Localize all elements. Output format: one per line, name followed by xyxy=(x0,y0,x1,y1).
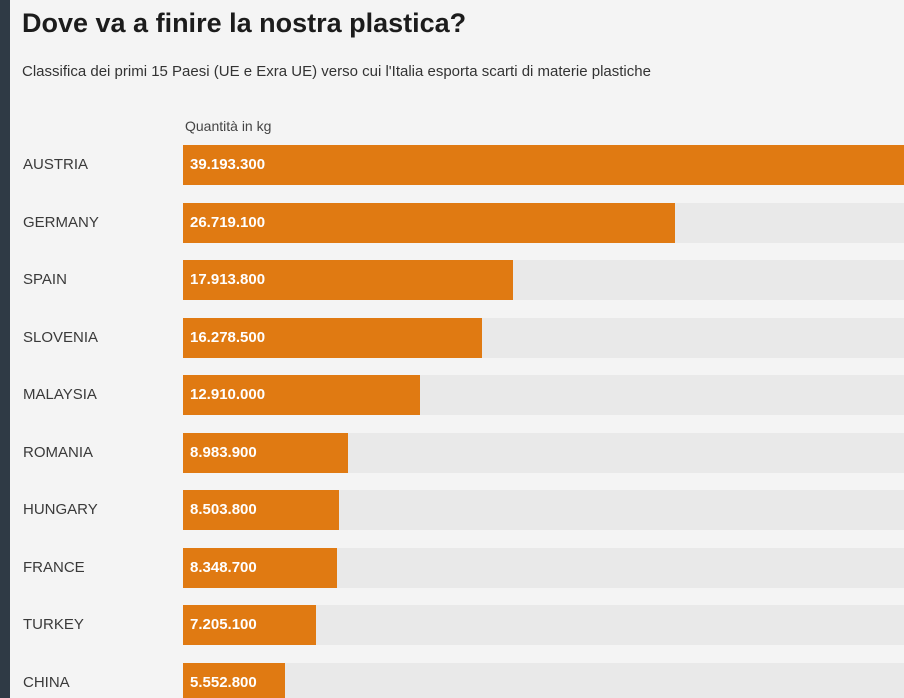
value-label: 8.348.700 xyxy=(190,558,257,576)
bar-row: HUNGARY 8.503.800 xyxy=(10,490,904,530)
category-label: SLOVENIA xyxy=(23,328,99,346)
bar-row: ROMANIA 8.983.900 xyxy=(10,432,904,473)
bar xyxy=(183,662,285,698)
bar-track xyxy=(183,490,904,530)
bar-row: SLOVENIA 16.278.500 xyxy=(10,317,904,358)
bar-track xyxy=(183,375,904,415)
category-label: ROMANIA xyxy=(23,443,94,461)
bar xyxy=(183,490,339,530)
bar-row: FRANCE 8.348.700 xyxy=(10,547,904,588)
bar-row: TURKEY 7.205.100 xyxy=(10,605,904,645)
bar xyxy=(183,202,675,243)
unit-label: Quantità in kg xyxy=(185,118,272,134)
bar xyxy=(183,432,348,473)
value-label: 5.552.800 xyxy=(190,673,257,691)
category-label: CHINA xyxy=(23,673,70,691)
bar-track xyxy=(183,432,904,473)
bar xyxy=(183,317,482,358)
value-label: 39.193.300 xyxy=(190,156,266,173)
bar xyxy=(183,260,513,300)
bar xyxy=(183,145,904,185)
chart-subtitle: Classifica dei primi 15 Paesi (UE e Exra… xyxy=(22,63,651,80)
bar-track xyxy=(183,605,904,645)
bar-row: SPAIN 17.913.800 xyxy=(10,260,904,300)
bar-track xyxy=(183,317,904,358)
bar xyxy=(183,375,420,415)
value-label: 17.913.800 xyxy=(190,271,266,288)
category-label: FRANCE xyxy=(23,558,85,576)
chart-title: Dove va a finire la nostra plastica? xyxy=(22,8,467,38)
bar-row: CHINA 5.552.800 xyxy=(10,662,904,698)
category-label: MALAYSIA xyxy=(23,386,97,403)
bar-row: MALAYSIA 12.910.000 xyxy=(10,375,904,415)
bar xyxy=(183,547,337,588)
category-label: HUNGARY xyxy=(23,501,98,518)
bar-track xyxy=(183,202,904,243)
value-label: 7.205.100 xyxy=(190,616,257,633)
chart-panel: Dove va a finire la nostra plastica? Cla… xyxy=(10,0,904,698)
category-label: TURKEY xyxy=(23,616,84,633)
bar xyxy=(183,605,316,645)
category-label: GERMANY xyxy=(23,213,99,231)
category-label: SPAIN xyxy=(23,271,67,288)
bar-track xyxy=(183,547,904,588)
bar-track xyxy=(183,145,904,185)
bar-row: GERMANY 26.719.100 xyxy=(10,202,904,243)
value-label: 26.719.100 xyxy=(190,213,266,231)
bar-track xyxy=(183,662,904,698)
bar-track xyxy=(183,260,904,300)
value-label: 12.910.000 xyxy=(190,386,266,403)
bar-row: AUSTRIA 39.193.300 xyxy=(10,145,904,185)
category-label: AUSTRIA xyxy=(23,156,89,173)
value-label: 8.983.900 xyxy=(190,443,257,461)
value-label: 16.278.500 xyxy=(190,328,266,346)
value-label: 8.503.800 xyxy=(190,501,257,518)
